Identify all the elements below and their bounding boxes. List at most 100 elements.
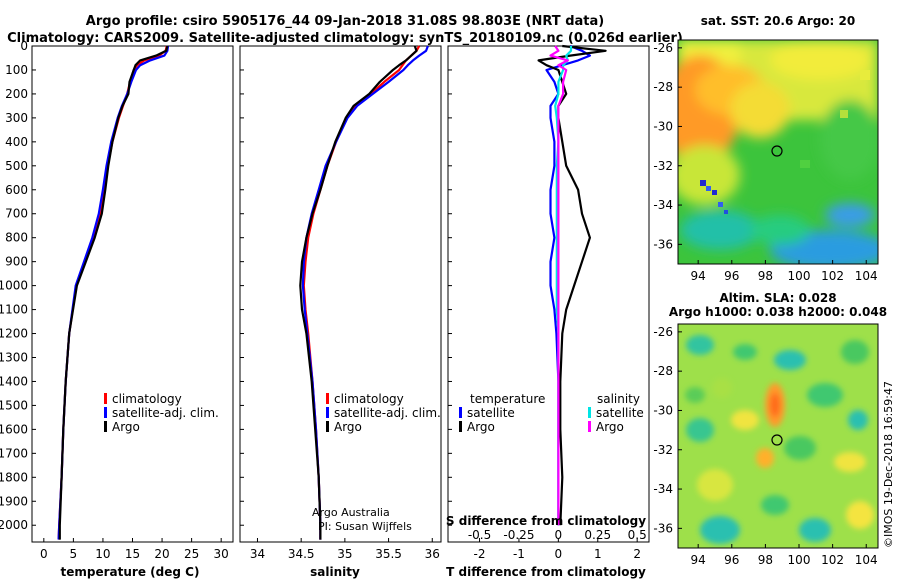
depth-tick-label: 1800 bbox=[0, 470, 28, 484]
legend-label: Argo bbox=[112, 420, 140, 434]
x-tick-label: 30 bbox=[214, 547, 229, 561]
series-line-salinity-argo bbox=[549, 45, 569, 526]
x-tick-label: 25 bbox=[184, 547, 199, 561]
map-axis-ticks: 94 96 98 100 102 104 -26 -28 -30 -32 -34 -36 94 96 98 1… bbox=[653, 41, 877, 567]
legend-label: satellite bbox=[467, 406, 515, 420]
series-line-temperature-satellite bbox=[545, 44, 592, 526]
depth-tick-label: 1700 bbox=[0, 446, 28, 460]
legend-label: climatology bbox=[112, 392, 182, 406]
legend-swatch-satellite bbox=[326, 407, 329, 418]
depth-tick-label: 800 bbox=[5, 231, 28, 245]
credit-line-1: Argo Australia bbox=[312, 506, 390, 519]
x-tick-label: 5 bbox=[70, 547, 78, 561]
depth-tick-label: 500 bbox=[5, 159, 28, 173]
depth-tick-label: 600 bbox=[5, 183, 28, 197]
map-y-tick-label: -34 bbox=[653, 482, 673, 496]
series-line-satellite-adj-clim- bbox=[301, 45, 429, 540]
depth-tick-label: 400 bbox=[5, 135, 28, 149]
temperature-series bbox=[57, 45, 170, 540]
legend-label: satellite-adj. clim. bbox=[112, 406, 219, 420]
map-x-tick-label: 98 bbox=[758, 269, 773, 283]
s-difference-axis-label: S difference from climatology bbox=[446, 514, 646, 528]
difference-panel-frame bbox=[447, 45, 650, 543]
map-x-tick-label: 102 bbox=[821, 553, 844, 567]
map-y-tick-label: -26 bbox=[653, 41, 673, 55]
sla-map-image bbox=[678, 324, 878, 548]
sst-argo-marker bbox=[771, 145, 783, 157]
t-difference-axis-label: T difference from climatology bbox=[446, 565, 646, 579]
legend-swatch-sal-satellite bbox=[588, 407, 591, 418]
salinity-axis-label: salinity bbox=[310, 565, 360, 579]
sst-map-image bbox=[678, 40, 878, 264]
depth-tick-label: 1500 bbox=[0, 398, 28, 412]
map-y-tick-label: -32 bbox=[653, 159, 673, 173]
map-y-tick-label: -30 bbox=[653, 403, 673, 417]
x2-tick-label: 0 bbox=[555, 528, 563, 542]
credit-line-2: PI: Susan Wijffels bbox=[318, 520, 412, 533]
series-line-argo bbox=[58, 45, 169, 540]
depth-tick-label: 300 bbox=[5, 111, 28, 125]
x2-tick-label: 0.25 bbox=[584, 528, 611, 542]
map-x-tick-label: 104 bbox=[855, 553, 878, 567]
map-x-tick-label: 104 bbox=[855, 269, 878, 283]
depth-axis: 0 100 200 300 400 500 600 700 800 900 1000 1100 1200… bbox=[0, 39, 452, 532]
salinity-series bbox=[299, 45, 429, 540]
x-tick-label: 0 bbox=[555, 547, 563, 561]
depth-tick-label: 700 bbox=[5, 207, 28, 221]
x2-tick-label: -0.25 bbox=[503, 528, 534, 542]
depth-tick-label: 900 bbox=[5, 255, 28, 269]
map-x-tick-label: 94 bbox=[691, 269, 706, 283]
legend-label: satellite-adj. clim. bbox=[334, 406, 441, 420]
depth-tick-label: 1100 bbox=[0, 303, 28, 317]
x-tick-label: 2 bbox=[633, 547, 641, 561]
salinity-panel-frame bbox=[239, 45, 442, 543]
title-line-1: Argo profile: csiro 5905176_44 09-Jan-20… bbox=[86, 14, 604, 29]
difference-legend: temperature salinity satellite Argo sate… bbox=[459, 392, 644, 434]
map-y-tick-label: -28 bbox=[653, 364, 673, 378]
sst-map-frame bbox=[677, 39, 879, 265]
map-x-tick-label: 100 bbox=[788, 269, 811, 283]
x-tick-label: 34 bbox=[250, 547, 265, 561]
salinity-legend: climatology satellite-adj. clim. Argo bbox=[326, 392, 441, 434]
depth-tick-label: 2000 bbox=[0, 518, 28, 532]
series-line-argo bbox=[299, 45, 418, 540]
legend-swatch-temp-satellite bbox=[459, 407, 462, 418]
x2-tick-label: 0.5 bbox=[628, 528, 647, 542]
sla-map-subtitle: Argo h1000: 0.038 h2000: 0.048 bbox=[669, 305, 887, 319]
legend-label: Argo bbox=[334, 420, 362, 434]
legend-swatch-climatology bbox=[104, 393, 107, 404]
map-x-tick-label: 102 bbox=[821, 269, 844, 283]
legend-label: climatology bbox=[334, 392, 404, 406]
sla-map-frame bbox=[677, 323, 879, 549]
legend-swatch-climatology bbox=[326, 393, 329, 404]
depth-tick-label: 1600 bbox=[0, 422, 28, 436]
difference-series bbox=[537, 44, 607, 526]
legend-label: Argo bbox=[596, 420, 624, 434]
map-y-tick-label: -26 bbox=[653, 325, 673, 339]
legend-label: satellite bbox=[596, 406, 644, 420]
temperature-axis-label: temperature (deg C) bbox=[61, 565, 200, 579]
map-x-tick-label: 100 bbox=[788, 553, 811, 567]
x-tick-label: 35.5 bbox=[375, 547, 402, 561]
depth-tick-label: 1400 bbox=[0, 374, 28, 388]
x2-tick-label: -0.5 bbox=[468, 528, 491, 542]
map-x-tick-label: 96 bbox=[724, 553, 739, 567]
x-tick-label: 0 bbox=[40, 547, 48, 561]
imos-stamp: ©IMOS 19-Dec-2018 16:59:47 bbox=[882, 381, 895, 548]
series-line-temperature-argo bbox=[537, 44, 607, 526]
depth-tick-label: 1900 bbox=[0, 494, 28, 508]
legend-label: Argo bbox=[467, 420, 495, 434]
x-tick-label: 36 bbox=[425, 547, 440, 561]
title-line-2: Climatology: CARS2009. Satellite-adjuste… bbox=[7, 31, 683, 46]
series-line-climatology bbox=[302, 45, 421, 540]
sla-argo-marker bbox=[771, 434, 783, 446]
x-tick-label: 20 bbox=[154, 547, 169, 561]
map-x-tick-label: 96 bbox=[724, 269, 739, 283]
legend-swatch-satellite bbox=[104, 407, 107, 418]
x-tick-label: 1 bbox=[594, 547, 602, 561]
x-tick-label: 34.5 bbox=[288, 547, 315, 561]
legend-swatch-argo bbox=[104, 421, 107, 432]
depth-tick-label: 1300 bbox=[0, 350, 28, 364]
legend-swatch-sal-argo bbox=[588, 421, 591, 432]
legend-swatch-argo bbox=[326, 421, 329, 432]
